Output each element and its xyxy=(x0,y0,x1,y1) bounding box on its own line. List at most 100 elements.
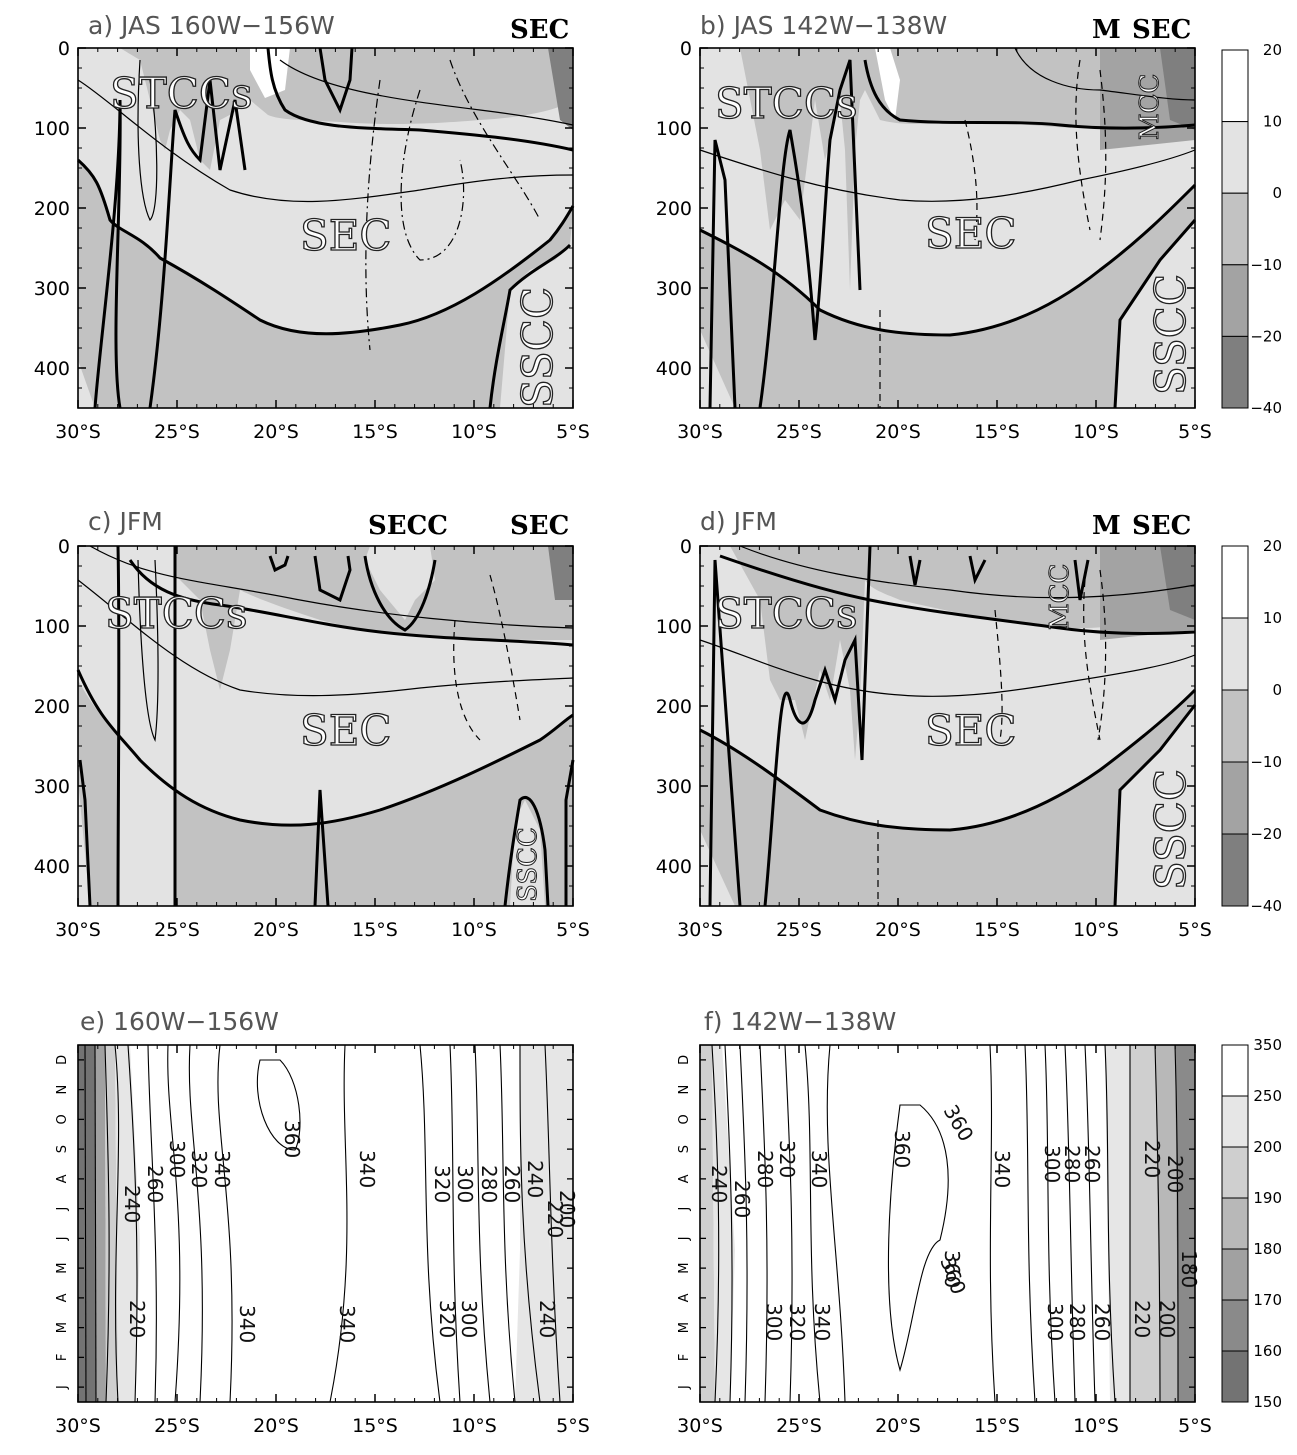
panel-d: STCCs SEC MCC SSCC 30°S 25°S 20°S 15°S 10°S 5… xyxy=(656,507,1282,941)
panel-f-colorbar-label: 200 xyxy=(1253,1138,1282,1156)
panel-b-thick-vert-2 xyxy=(758,59,862,409)
panel-f-clabel-17: 300 xyxy=(762,1303,786,1341)
panel-e-clabel-7: 340 xyxy=(355,1150,379,1188)
panel-c-label-stccs: STCCs xyxy=(105,589,248,638)
panel-e-contour-labels: 240 260 300 320 340 360 340 320 300 280 … xyxy=(120,1120,579,1343)
panel-e-c7 xyxy=(167,1044,181,1403)
panel-c-xtick-label: 5°S xyxy=(556,919,590,941)
panel-a-thin-contour-3 xyxy=(137,59,158,222)
panel-e-clabel-6: 360 xyxy=(280,1120,304,1158)
panel-b-colorbar-label: 20 xyxy=(1263,41,1282,59)
panel-f-c16 xyxy=(1154,1044,1161,1403)
panel-c-top-label-sec: SEC xyxy=(510,511,569,541)
panel-e-clabel-4: 320 xyxy=(187,1150,211,1188)
panel-f-c2 xyxy=(724,1044,733,1403)
panel-f-xtick-label: 5°S xyxy=(1178,1415,1212,1437)
panel-e-clabel-5: 340 xyxy=(210,1150,234,1188)
panel-b-colorbar-swatch xyxy=(1221,192,1249,266)
panel-e-month-label: D xyxy=(55,1055,70,1065)
panel-e-band-150 xyxy=(78,1045,96,1402)
panel-d-xtick-label: 5°S xyxy=(1178,919,1212,941)
panel-f-clabel-22: 260 xyxy=(1090,1303,1114,1341)
panel-d-label-sscc: SSCC xyxy=(1146,769,1195,890)
panel-e-month-label: M xyxy=(55,1322,70,1333)
panel-b-label-sscc: SSCC xyxy=(1146,274,1195,395)
panel-e-c8 xyxy=(188,1044,203,1403)
panel-f-c14 xyxy=(1104,1044,1116,1403)
panel-f-c3 xyxy=(739,1044,748,1403)
panel-d-xtick-label: 25°S xyxy=(776,919,822,941)
panel-c-thin-contour-2 xyxy=(89,545,574,629)
panel-c-light-sw xyxy=(78,780,90,906)
panel-e: 240 260 300 320 340 360 340 320 300 280 … xyxy=(55,1007,590,1437)
panel-a-ytick-label: 300 xyxy=(34,278,70,300)
panel-f-colorbar-swatch xyxy=(1221,1299,1249,1352)
panel-e-clabel-9: 300 xyxy=(453,1165,477,1203)
panel-d-thick-contour-2 xyxy=(719,554,1196,635)
panel-d-colorbar-label: −40 xyxy=(1250,897,1282,915)
panel-f-colorbar-swatch xyxy=(1221,1350,1249,1403)
panel-b-axes: 30°S 25°S 20°S 15°S 10°S 5°S 0 100 200 300 400 xyxy=(656,38,1212,443)
panel-f-clabel-4: 320 xyxy=(775,1140,799,1178)
panel-f-xtick-label: 10°S xyxy=(1073,1415,1119,1437)
panel-b-colorbar-label: 0 xyxy=(1272,184,1282,202)
panel-f-month-label: J xyxy=(677,1236,692,1241)
panel-e-clabel-1: 240 xyxy=(120,1185,144,1223)
panel-f-axes: 30°S 25°S 20°S 15°S 10°S 5°S J F M A M J J A S O N D xyxy=(677,1045,1212,1437)
panel-f-clabel-9: 300 xyxy=(1040,1145,1064,1183)
panel-a-xtick-label: 20°S xyxy=(253,421,299,443)
panel-b-label-mcc: MCC xyxy=(1135,74,1165,140)
panel-e-month-label: A xyxy=(55,1293,70,1302)
panel-c-thick-blobs xyxy=(268,555,437,632)
panel-f-clabel-1: 240 xyxy=(707,1165,731,1203)
panel-d-xtick-label: 10°S xyxy=(1073,919,1119,941)
panel-e-c1 xyxy=(84,1044,87,1403)
panel-f-colorbar-label: 180 xyxy=(1253,1240,1282,1258)
panel-b-colorbar-swatch xyxy=(1221,121,1249,194)
panel-d-colorbar-label: −10 xyxy=(1250,753,1282,771)
panel-a-thick-loop xyxy=(318,47,354,114)
panel-f-clabel-5: 340 xyxy=(807,1150,831,1188)
panel-c-title: c) JFM xyxy=(88,507,163,536)
panel-e-month-label: O xyxy=(55,1114,70,1124)
panel-d-colorbar-swatch xyxy=(1221,617,1249,691)
panel-e-xtick-label: 30°S xyxy=(55,1415,101,1437)
panel-b-ytick-label: 300 xyxy=(656,278,692,300)
panel-e-title: e) 160W−156W xyxy=(80,1007,279,1036)
panel-d-ytick-label: 0 xyxy=(680,536,692,558)
panel-a-thick-contour-sscc xyxy=(488,243,572,409)
panel-f-xtick-label: 30°S xyxy=(677,1415,723,1437)
panel-f-month-label: J xyxy=(677,1207,692,1212)
panel-e-clabel-16: 340 xyxy=(235,1305,259,1343)
panel-f-clabel-3: 280 xyxy=(753,1150,777,1188)
panel-b-ytick-label: 400 xyxy=(656,358,692,380)
panel-f-month-label: J xyxy=(677,1385,692,1390)
panel-c-contours xyxy=(76,545,575,907)
panel-c-thick-contour-sscc xyxy=(503,796,550,907)
panel-f-colorbar-label: 150 xyxy=(1253,1393,1282,1411)
panel-e-c9 xyxy=(217,1044,233,1403)
panel-a-ytick-label: 100 xyxy=(34,118,70,140)
panel-c-ytick-label: 300 xyxy=(34,776,70,798)
panel-a-axes: 30°S 25°S 20°S 15°S 10°S 5°S 0 100 200 300 400 xyxy=(34,38,590,443)
panel-f-month-label: D xyxy=(677,1055,692,1065)
panel-a-label-sscc: SSCC xyxy=(513,287,562,408)
panel-e-c17 xyxy=(544,1044,561,1403)
panel-f-clabel-18: 320 xyxy=(785,1303,809,1341)
panel-e-axes: 30°S 25°S 20°S 15°S 10°S 5°S J F M A M J J A S O N D xyxy=(55,1045,590,1437)
panel-a-thin-contour-2 xyxy=(279,59,574,126)
panel-e-month-label: J xyxy=(55,1236,70,1241)
panel-a-ytick-label: 200 xyxy=(34,198,70,220)
panel-d-ytick-label: 400 xyxy=(656,856,692,878)
panel-d-thick-contour-sscc xyxy=(1113,704,1197,907)
panel-d-label-stccs: STCCs xyxy=(715,589,858,638)
panel-a-xtick-label: 30°S xyxy=(55,421,101,443)
panel-d-thick-blobs xyxy=(908,555,1090,601)
panel-f-c13 xyxy=(1084,1044,1096,1403)
panel-f-band-180-right xyxy=(1155,1045,1178,1402)
panel-c-light-region xyxy=(78,546,573,826)
panel-e-clabel-17: 340 xyxy=(335,1305,359,1343)
panel-f-clabel-12: 220 xyxy=(1140,1140,1164,1178)
panel-f-colorbar: 350 250 200 190 180 170 160 150 xyxy=(1221,1036,1282,1411)
panel-a-xtick-label: 15°S xyxy=(352,421,398,443)
